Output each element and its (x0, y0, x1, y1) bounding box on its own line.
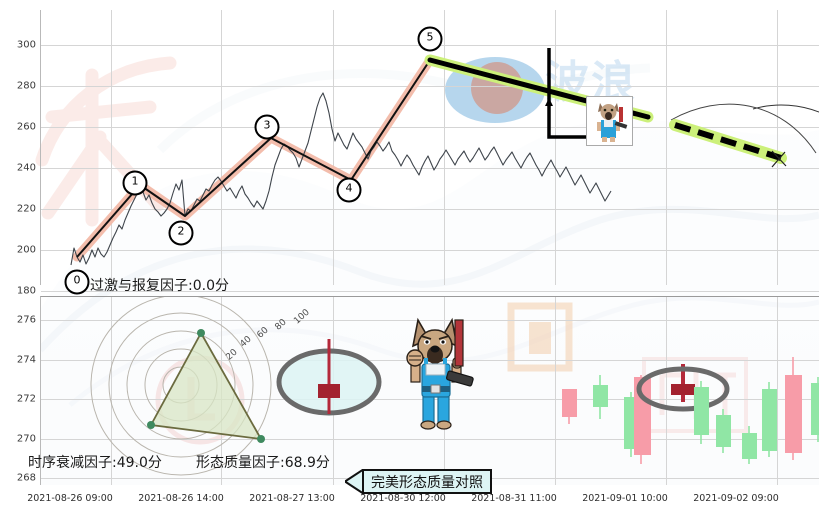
x-tick-label: 2021-08-31 11:00 (471, 493, 557, 504)
y-tick-bottom: 274 (16, 354, 36, 366)
wave-label-2: 2 (168, 220, 194, 246)
x-tick-label: 2021-08-30 12:00 (360, 493, 446, 504)
callout-label: 完美形态质量对照 (362, 469, 492, 494)
wave-label-4: 4 (336, 177, 362, 203)
radar-tick-60: 60 (255, 325, 271, 341)
y-tick-top: 300 (16, 39, 36, 51)
y-tick-top: 180 (16, 285, 36, 297)
y-tick-top: 200 (16, 244, 36, 256)
y-tick-top: 240 (16, 162, 36, 174)
y-tick-top: 280 (16, 80, 36, 92)
wave-label-3: 3 (254, 114, 280, 140)
wave-label-1: 1 (122, 170, 148, 196)
radar-tick-40: 40 (238, 334, 254, 350)
overreaction-factor-label: 过激与报复因子:0.0分 (90, 278, 229, 294)
y-tick-top: 220 (16, 203, 36, 215)
x-tick-label: 2021-08-26 14:00 (138, 493, 224, 504)
y-tick-bottom: 270 (16, 433, 36, 445)
dog-mascot-large (400, 312, 475, 430)
wave-label-0: 0 (64, 269, 90, 295)
wave-label-5: 5 (417, 26, 443, 52)
x-tick-label: 2021-09-01 10:00 (582, 493, 668, 504)
radar-tick-100: 100 (292, 307, 312, 327)
x-tick-label: 2021-08-26 09:00 (27, 493, 113, 504)
x-tick-label: 2021-08-27 13:00 (249, 493, 335, 504)
shape-quality-factor-label: 形态质量因子:68.9分 (196, 455, 330, 471)
x-tick-label: 2021-09-02 09:00 (693, 493, 779, 504)
time-decay-factor-label: 时序衰减因子:49.0分 (28, 455, 162, 471)
price-chart-panel: 300 280 260 240 220 200 180 (17, 10, 819, 297)
y-tick-bottom: 268 (16, 472, 36, 484)
y-tick-bottom: 272 (16, 393, 36, 405)
y-tick-bottom: 276 (16, 314, 36, 326)
dog-mascot-inset (586, 96, 633, 146)
y-tick-top: 260 (16, 121, 36, 133)
